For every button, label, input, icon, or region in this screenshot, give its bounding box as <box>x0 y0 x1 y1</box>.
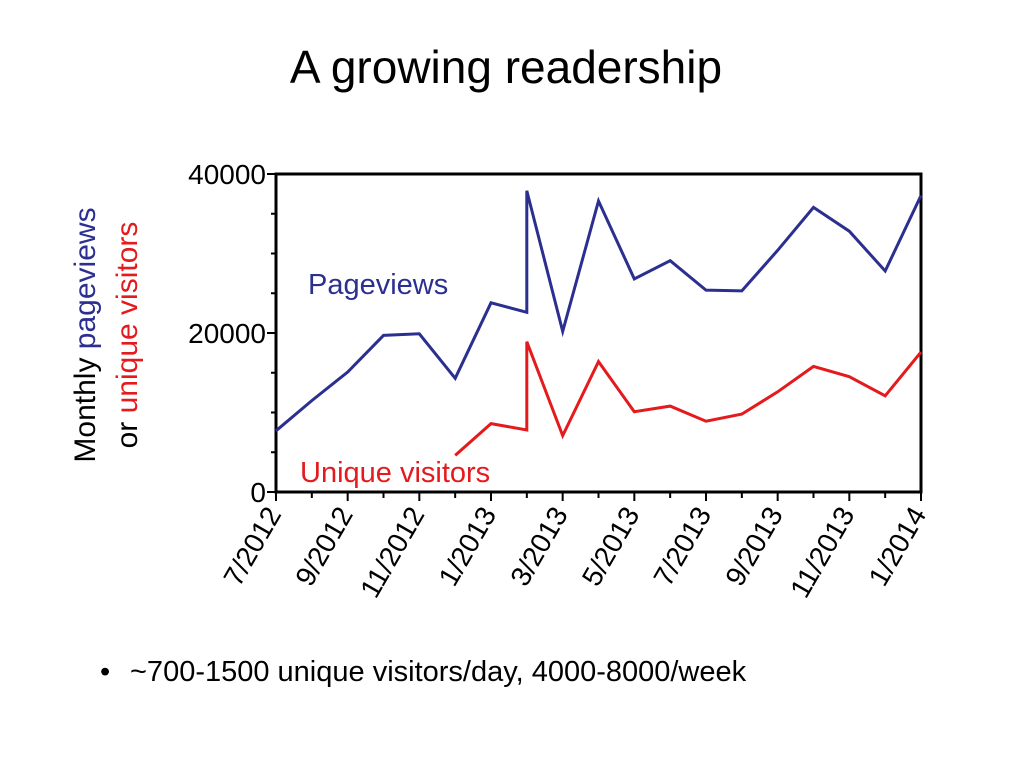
x-tick-label: 1/2013 <box>433 502 503 592</box>
x-tick-label: 9/2013 <box>719 502 789 592</box>
x-tick-label: 9/2012 <box>289 502 359 592</box>
bullet-point: • ~700-1500 unique visitors/day, 4000-800… <box>100 656 746 689</box>
series-label: Pageviews <box>308 269 448 301</box>
y-tick-label: 0 <box>250 477 266 508</box>
bullet-marker: • <box>100 656 111 688</box>
bullet-text: ~700-1500 unique visitors/day, 4000-8000… <box>130 656 747 688</box>
series-line-pageviews <box>275 190 923 432</box>
x-tick-label: 11/2013 <box>784 502 860 603</box>
x-tick-label: 1/2014 <box>863 502 933 592</box>
x-tick-label: 7/2013 <box>648 502 718 592</box>
y-axis-label-part: Monthly <box>69 349 102 462</box>
page-title: A growing readership <box>289 41 723 93</box>
y-axis-label-line-1: Monthly pageviews <box>69 207 102 462</box>
x-tick-label: 11/2012 <box>354 502 430 603</box>
series-line-unique-visitors <box>454 341 923 457</box>
y-axis-label-line-2: or unique visitors <box>111 222 144 449</box>
y-axis-label-part: unique visitors <box>111 222 144 414</box>
y-axis-label-part: pageviews <box>69 207 102 349</box>
x-tick-label: 3/2013 <box>504 502 574 592</box>
y-tick-label: 20000 <box>188 318 266 349</box>
y-tick-label: 40000 <box>188 159 266 190</box>
x-tick-label: 5/2013 <box>576 502 646 592</box>
x-tick-label: 7/2012 <box>218 502 288 592</box>
series-label: Unique visitors <box>300 457 490 489</box>
y-axis-label-part: or <box>111 413 144 448</box>
plot-frame <box>274 172 923 494</box>
